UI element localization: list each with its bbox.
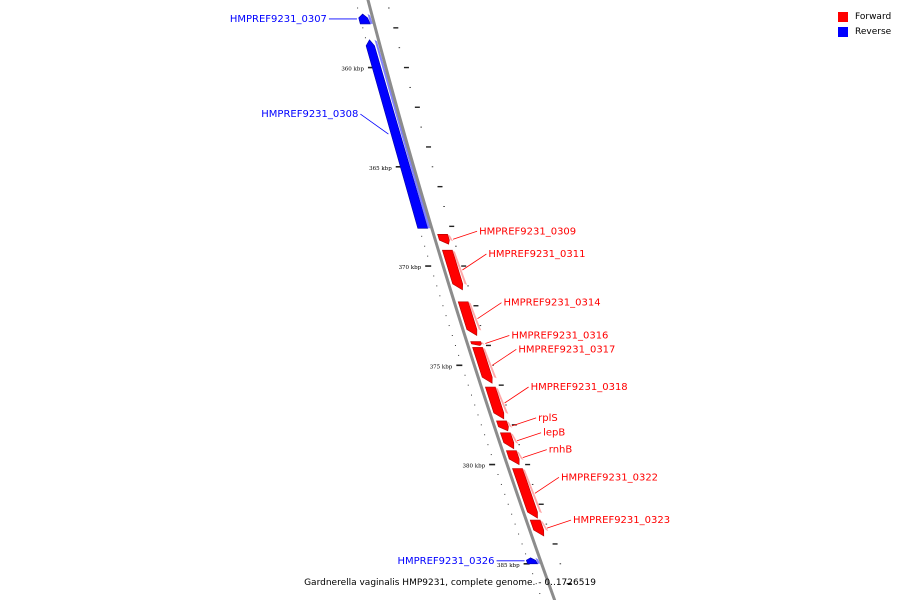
legend-item-forward: Forward — [838, 9, 891, 24]
gene-label[interactable]: HMPREF9231_0326 — [397, 556, 494, 567]
reverse-swatch — [838, 26, 848, 37]
gene-arrow-shade — [506, 420, 513, 428]
gene-label[interactable]: HMPREF9231_0322 — [561, 472, 658, 483]
gene-arrow-shade — [480, 341, 485, 345]
gene-arrow[interactable] — [484, 386, 505, 420]
tick-label: 365 kbp — [369, 166, 392, 172]
gene-label[interactable]: HMPREF9231_0318 — [531, 382, 628, 393]
gene-arrow-shade — [535, 557, 541, 564]
gene-arrow-shade — [468, 301, 482, 331]
genome-backbone — [366, 0, 557, 600]
tick-label: 360 kbp — [341, 67, 364, 73]
gene-label[interactable]: rnhB — [549, 445, 573, 456]
gene-leader-line — [360, 113, 389, 135]
gene-label[interactable]: HMPREF9231_0311 — [488, 249, 585, 260]
tick-label: 375 kbp — [430, 364, 453, 370]
gene-leader-line — [477, 302, 502, 319]
tick-label: 380 kbp — [463, 464, 486, 470]
legend-label-forward: Forward — [855, 11, 892, 22]
gene-leader-line — [492, 348, 517, 366]
gene-arrow[interactable] — [470, 341, 482, 346]
gene-label[interactable]: HMPREF9231_0317 — [518, 344, 615, 355]
gene-leader-line — [504, 386, 529, 404]
legend-label-reverse: Reverse — [855, 26, 892, 37]
gene-label[interactable]: lepB — [543, 428, 565, 439]
backbone-layer — [366, 0, 557, 600]
gene-arrow-shade — [540, 520, 549, 531]
gene-arrow-shade — [510, 432, 519, 444]
gene-label[interactable]: HMPREF9231_0308 — [261, 109, 358, 120]
gene-arrow-shade — [482, 347, 497, 379]
gene-arrow[interactable] — [499, 432, 515, 450]
gene-leader-line — [534, 476, 560, 494]
gene-arrow-shade — [495, 387, 509, 414]
gene-arrow[interactable] — [496, 420, 509, 432]
genes-layer — [358, 13, 549, 565]
gene-arrow[interactable] — [441, 249, 464, 291]
gene-arrow-shade — [447, 234, 454, 242]
gene-arrow[interactable] — [512, 468, 538, 519]
gene-arrow-shade — [516, 450, 524, 460]
tick-label: 370 kbp — [399, 265, 422, 271]
gene-leader-line — [516, 432, 542, 442]
gene-label[interactable]: rplS — [538, 413, 558, 424]
gene-arrow-shade — [452, 250, 467, 285]
gene-label[interactable]: HMPREF9231_0316 — [511, 330, 608, 341]
gene-arrow-shade — [367, 14, 373, 24]
labels-layer: HMPREF9231_0307 HMPREF9231_0308 HMPREF9231… — [230, 14, 670, 567]
forward-swatch — [838, 11, 848, 22]
gene-leader-line — [485, 335, 510, 344]
gene-arrow[interactable] — [457, 301, 478, 337]
gene-label[interactable]: HMPREF9231_0323 — [573, 515, 670, 526]
gene-label[interactable]: HMPREF9231_0309 — [479, 226, 576, 237]
gene-leader-line — [452, 230, 478, 240]
gene-leader-line — [546, 519, 572, 529]
legend-item-reverse: Reverse — [838, 24, 891, 39]
genome-caption: Gardnerella vaginalis HMP9231, complete … — [304, 578, 596, 588]
gene-leader-line — [462, 253, 487, 271]
gene-arrow[interactable] — [529, 519, 545, 537]
gene-label[interactable]: HMPREF9231_0307 — [230, 14, 327, 25]
gene-arrow-shade — [522, 468, 542, 514]
gene-arrow[interactable] — [437, 234, 450, 245]
tick-label: 385 kbp — [497, 563, 520, 569]
legend: Forward Reverse — [838, 9, 891, 39]
gene-arrow[interactable] — [365, 39, 429, 229]
gene-leader-line — [512, 417, 537, 427]
gene-arrow[interactable] — [358, 13, 371, 25]
gene-arrow[interactable] — [525, 557, 539, 565]
gene-arrow[interactable] — [505, 450, 520, 466]
gene-arrow[interactable] — [472, 347, 493, 384]
gene-leader-line — [522, 449, 547, 458]
gene-label[interactable]: HMPREF9231_0314 — [503, 298, 600, 309]
